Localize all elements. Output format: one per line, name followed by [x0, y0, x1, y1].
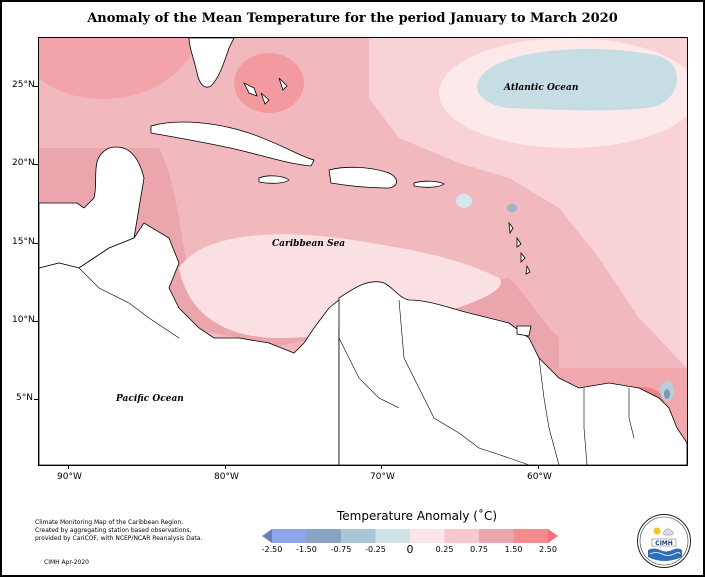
colorbar-segment [479, 529, 514, 543]
puerto-rico [413, 180, 445, 188]
bahamas-warm-anomaly [234, 53, 304, 113]
lon-label-90w: 90°W [57, 472, 82, 482]
credit-line-2: Created by aggregating station based obs… [35, 527, 192, 534]
map-canvas: Atlantic Ocean Caribbean Sea Pacific Oce… [39, 38, 687, 465]
lon-tick [538, 465, 539, 469]
cool-spot [664, 389, 670, 399]
jamaica [258, 175, 290, 184]
legend-tick-label: 0.75 [470, 545, 488, 554]
border [78, 267, 180, 339]
colorbar-segment [341, 529, 376, 543]
lon-label-60w: 60°W [527, 472, 552, 482]
lat-tick [34, 86, 38, 87]
legend-tick-label: 0 [406, 543, 414, 556]
sun-icon [653, 527, 661, 535]
lat-tick [34, 399, 38, 400]
legend-tick-label: -0.25 [365, 545, 386, 554]
lat-label-15n: 15°N [12, 237, 35, 247]
colorbar-segment [306, 529, 342, 543]
lat-tick [34, 321, 38, 322]
lat-tick [34, 164, 38, 165]
lon-label-80w: 80°W [214, 472, 239, 482]
lon-tick [381, 465, 382, 469]
border [538, 357, 560, 465]
cimh-logo-graphic: CIMH [639, 516, 689, 566]
legend-tick-label: -1.50 [296, 545, 317, 554]
border [338, 337, 400, 409]
land-masses [39, 38, 687, 465]
border [628, 388, 635, 439]
legend-colorbar [262, 529, 558, 543]
credit-line-3: provided by CariCOF, with NCEP/NCAR Rean… [35, 535, 203, 542]
map-title: Anomaly of the Mean Temperature for the … [87, 11, 618, 26]
legend-tick-label: -2.50 [261, 545, 283, 554]
lon-tick [225, 465, 226, 469]
trinidad [516, 325, 532, 337]
cool-spot [507, 204, 517, 212]
lat-label-20n: 20°N [12, 158, 35, 168]
legend-tick-label: 0.25 [435, 545, 454, 554]
cloud-icon [663, 528, 674, 536]
border [398, 299, 530, 465]
hispaniola [328, 166, 397, 189]
bahamas [243, 77, 288, 105]
credit-stamp: CIMH Apr-2020 [44, 559, 89, 566]
colorbar-extend-low [262, 529, 272, 543]
gulf-warm-anomaly [39, 38, 199, 99]
atlantic-cool-anomaly [477, 49, 677, 111]
cool-spot [456, 194, 472, 208]
colorbar-extend-high [548, 529, 558, 543]
lon-label-70w: 70°W [370, 472, 395, 482]
lat-label-10n: 10°N [12, 315, 35, 325]
legend-tick-label: 1.50 [504, 545, 523, 554]
pacific-ocean-label: Pacific Ocean [115, 394, 184, 404]
florida [188, 38, 235, 88]
colorbar-segment [375, 529, 411, 543]
border [583, 388, 588, 465]
anomaly-map: Atlantic Ocean Caribbean Sea Pacific Oce… [38, 37, 688, 466]
legend-title: Temperature Anomaly (˚C) [337, 509, 498, 523]
legend-tick-label: -0.75 [330, 545, 352, 554]
lat-label-25n: 25°N [12, 80, 35, 90]
colorbar-segment [513, 529, 549, 543]
lat-label-5n: 5°N [16, 393, 33, 403]
colorbar-segment [444, 529, 480, 543]
colorbar-segment [272, 529, 307, 543]
cimh-logo: CIMH [637, 514, 691, 568]
caribbean-sea-label: Caribbean Sea [272, 239, 345, 249]
lesser-antilles [508, 221, 531, 275]
cuba [150, 121, 315, 167]
country-borders [78, 267, 635, 465]
credit-line-1: Climate Monitoring Map of the Caribbean … [35, 519, 184, 526]
logo-text: CIMH [655, 540, 673, 547]
colorbar-segment [410, 529, 445, 543]
lon-tick [68, 465, 69, 469]
lat-tick [34, 243, 38, 244]
legend-tick-label: 2.50 [539, 545, 557, 554]
atlantic-ocean-label: Atlantic Ocean [503, 83, 578, 93]
south-america [338, 281, 687, 465]
